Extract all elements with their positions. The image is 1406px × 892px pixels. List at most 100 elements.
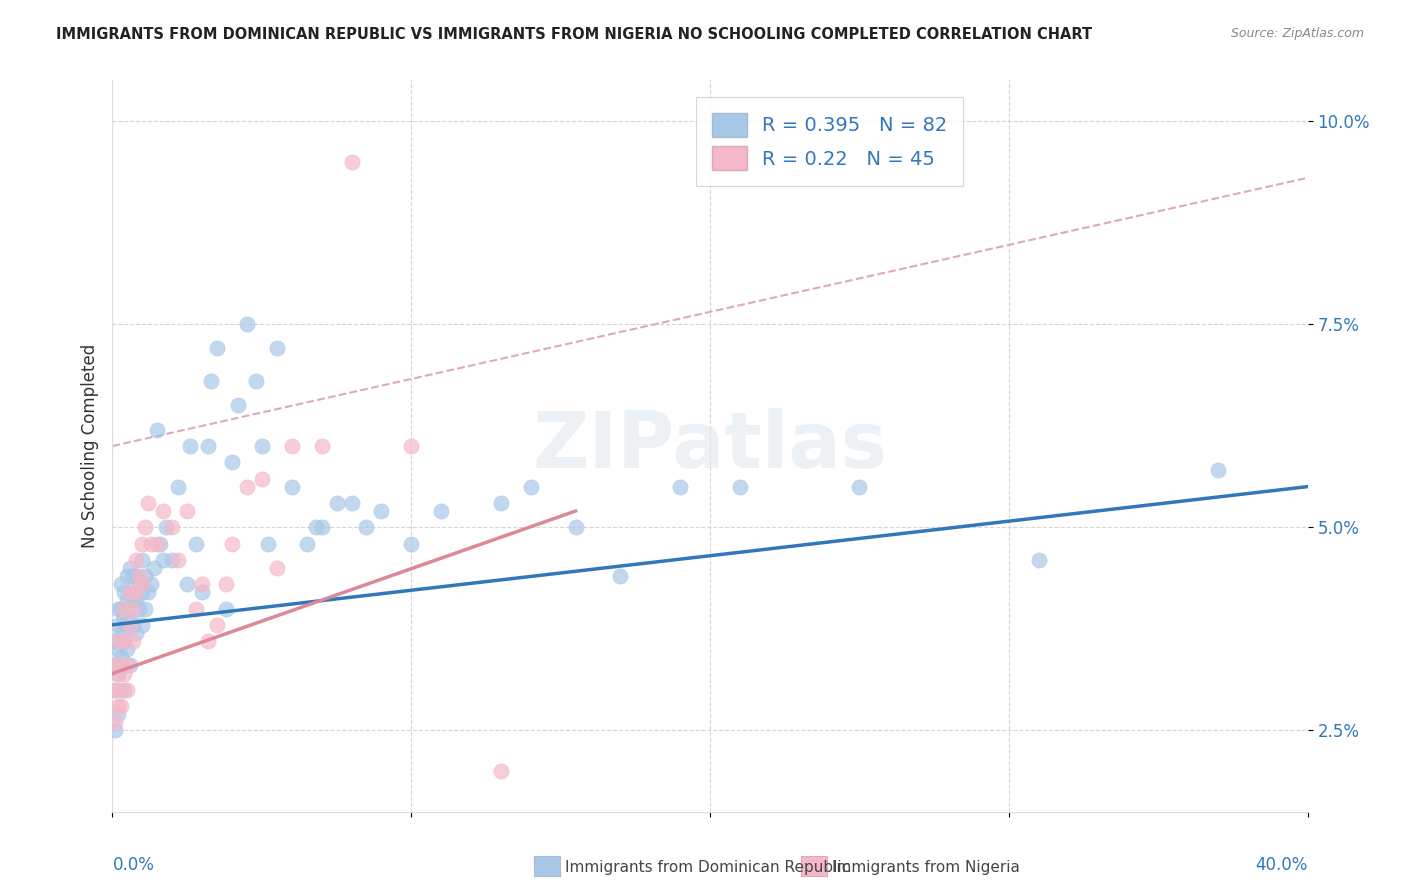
- Point: [401, 439, 423, 453]
- Point: [110, 601, 132, 615]
- Point: [107, 642, 129, 657]
- Point: [191, 585, 214, 599]
- Point: [162, 520, 183, 534]
- Point: [134, 520, 156, 534]
- Point: [117, 569, 139, 583]
- Point: [1206, 463, 1229, 477]
- Point: [120, 585, 142, 599]
- Point: [120, 617, 142, 632]
- Y-axis label: No Schooling Completed: No Schooling Completed: [80, 344, 98, 548]
- Point: [114, 585, 135, 599]
- Point: [110, 626, 132, 640]
- Text: ZIPatlas: ZIPatlas: [533, 408, 887, 484]
- Point: [134, 569, 156, 583]
- Point: [114, 601, 135, 615]
- Point: [162, 553, 183, 567]
- Text: Source: ZipAtlas.com: Source: ZipAtlas.com: [1230, 27, 1364, 40]
- Point: [110, 699, 132, 714]
- Point: [176, 577, 198, 591]
- Point: [236, 480, 259, 494]
- Text: IMMIGRANTS FROM DOMINICAN REPUBLIC VS IMMIGRANTS FROM NIGERIA NO SCHOOLING COMPL: IMMIGRANTS FROM DOMINICAN REPUBLIC VS IM…: [56, 27, 1092, 42]
- Point: [152, 553, 174, 567]
- Point: [152, 504, 174, 518]
- Point: [120, 585, 142, 599]
- Point: [131, 617, 153, 632]
- Point: [848, 480, 870, 494]
- Point: [125, 585, 148, 599]
- Point: [114, 682, 135, 697]
- Point: [138, 585, 160, 599]
- Point: [125, 569, 148, 583]
- Point: [107, 666, 129, 681]
- Point: [205, 617, 228, 632]
- Point: [125, 593, 148, 607]
- Point: [107, 707, 129, 722]
- Point: [131, 553, 153, 567]
- Point: [125, 553, 148, 567]
- Point: [1028, 553, 1050, 567]
- Point: [131, 585, 153, 599]
- Point: [104, 658, 127, 673]
- Point: [281, 480, 304, 494]
- Point: [191, 577, 214, 591]
- Point: [122, 593, 145, 607]
- Point: [226, 398, 249, 412]
- Point: [110, 650, 132, 665]
- Point: [110, 682, 132, 697]
- Point: [117, 617, 139, 632]
- Point: [134, 601, 156, 615]
- Point: [564, 520, 586, 534]
- Point: [110, 577, 132, 591]
- Point: [167, 480, 190, 494]
- Point: [401, 536, 423, 550]
- Point: [138, 496, 160, 510]
- Point: [340, 496, 363, 510]
- Point: [669, 480, 692, 494]
- Point: [104, 658, 127, 673]
- Point: [370, 504, 392, 518]
- Point: [356, 520, 378, 534]
- Point: [114, 666, 135, 681]
- Point: [120, 561, 142, 575]
- Point: [128, 577, 150, 591]
- Point: [236, 317, 259, 331]
- Point: [117, 642, 139, 657]
- Point: [266, 561, 288, 575]
- Point: [104, 634, 127, 648]
- Point: [295, 536, 318, 550]
- Point: [430, 504, 453, 518]
- Text: Immigrants from Nigeria: Immigrants from Nigeria: [832, 861, 1021, 875]
- Point: [122, 569, 145, 583]
- Point: [311, 520, 333, 534]
- Point: [176, 504, 198, 518]
- Point: [104, 682, 127, 697]
- Point: [179, 439, 201, 453]
- Point: [205, 342, 228, 356]
- Point: [250, 439, 273, 453]
- Point: [197, 634, 219, 648]
- Point: [117, 682, 139, 697]
- Point: [122, 617, 145, 632]
- Point: [146, 536, 169, 550]
- Point: [186, 536, 208, 550]
- Point: [141, 577, 163, 591]
- Point: [311, 439, 333, 453]
- Point: [120, 658, 142, 673]
- Point: [117, 593, 139, 607]
- Point: [143, 561, 166, 575]
- Point: [107, 601, 129, 615]
- Point: [489, 496, 512, 510]
- Point: [114, 634, 135, 648]
- Point: [281, 439, 304, 453]
- Text: Immigrants from Dominican Republic: Immigrants from Dominican Republic: [565, 861, 851, 875]
- Point: [114, 609, 135, 624]
- Point: [155, 520, 177, 534]
- Point: [200, 374, 222, 388]
- Point: [520, 480, 543, 494]
- Point: [104, 682, 127, 697]
- Point: [117, 658, 139, 673]
- Point: [146, 423, 169, 437]
- Point: [104, 723, 127, 738]
- Point: [489, 764, 512, 778]
- Point: [107, 666, 129, 681]
